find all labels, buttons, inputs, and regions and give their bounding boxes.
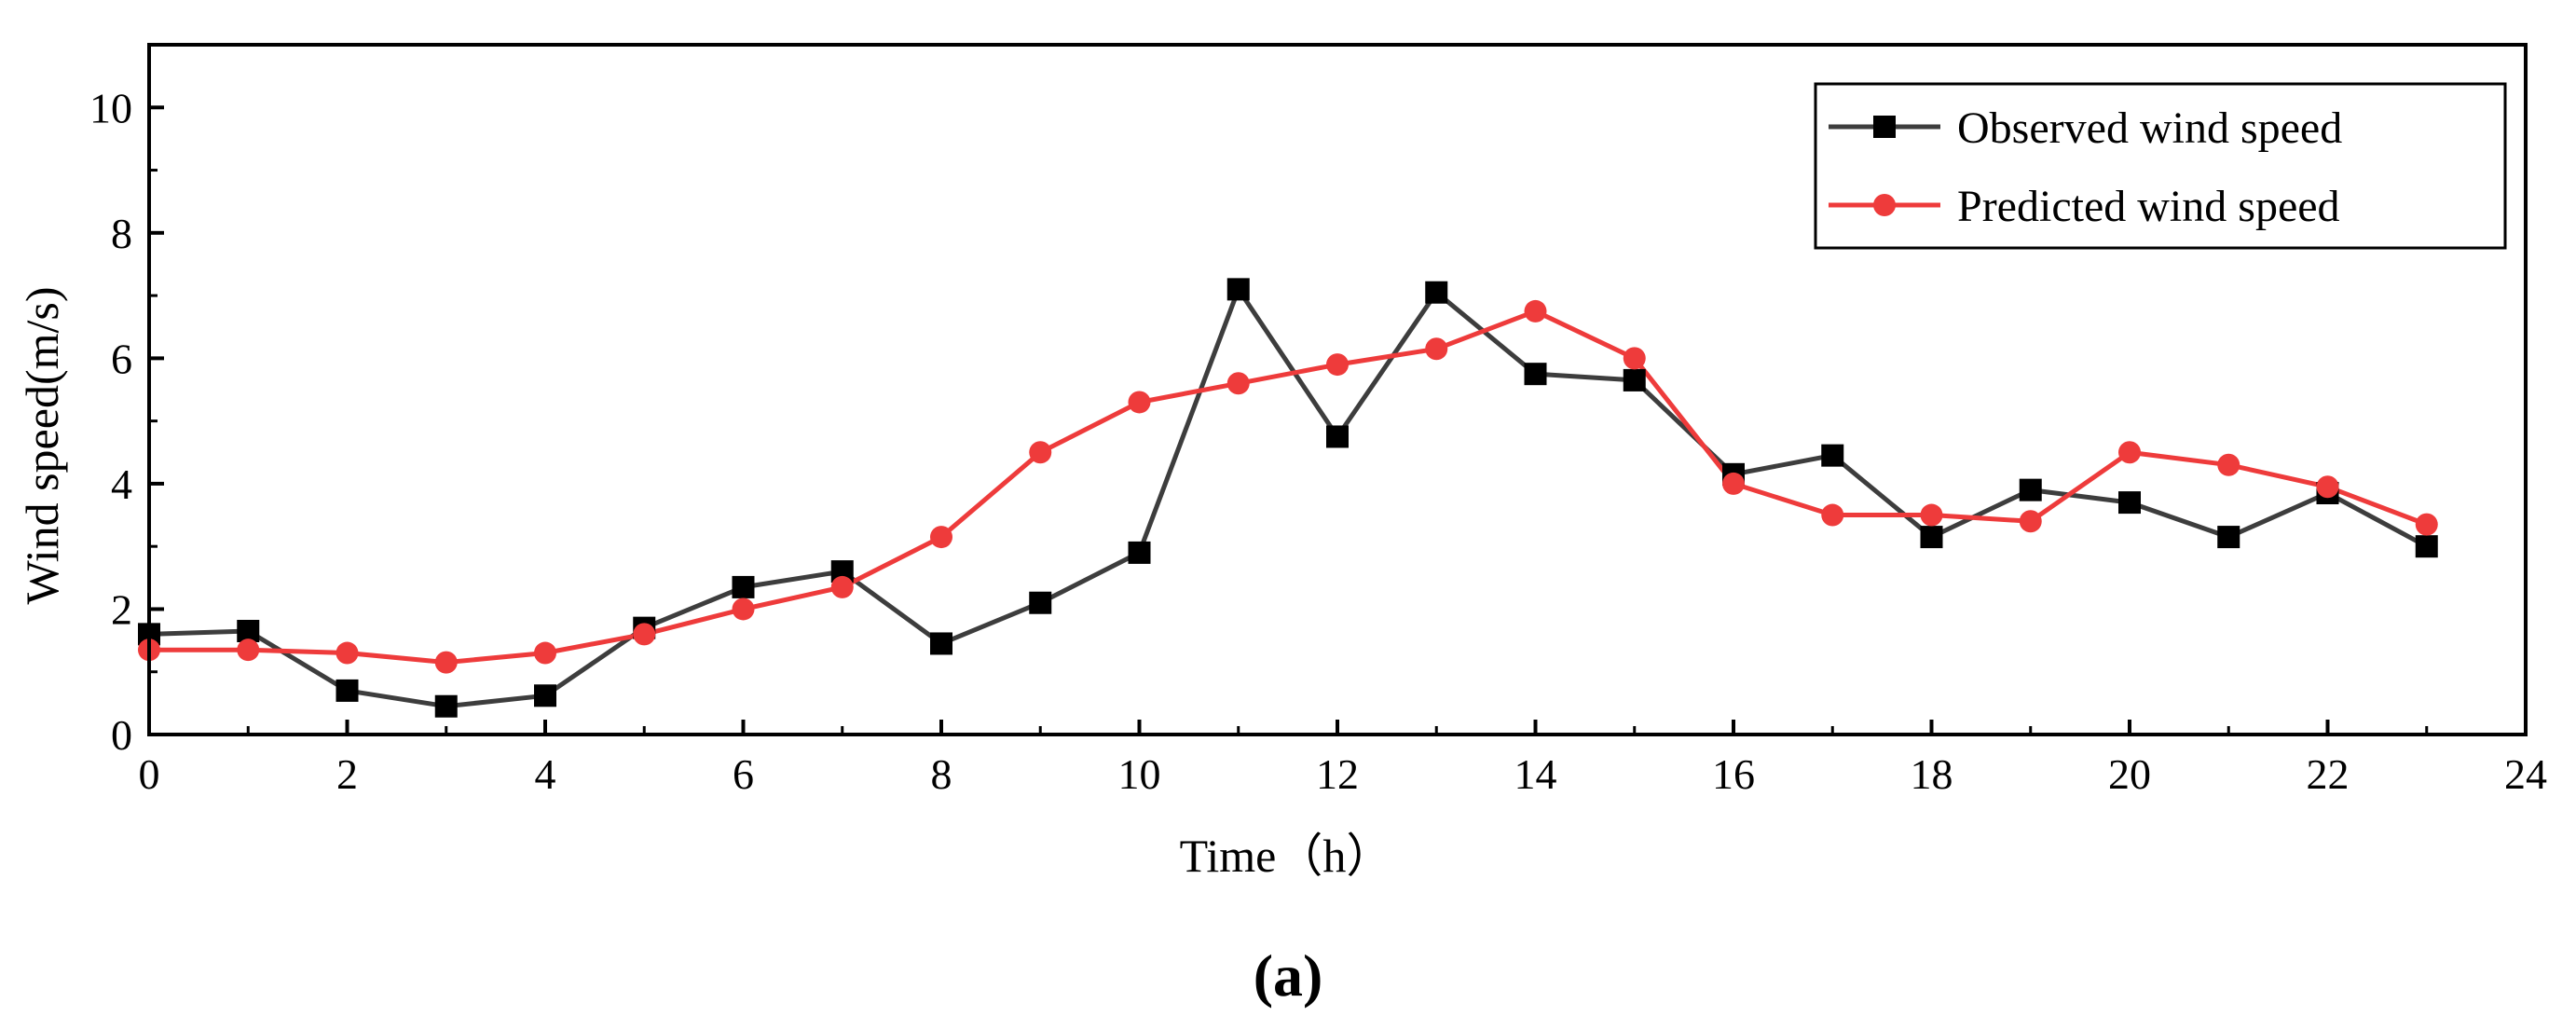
x-tick-label-6: 6 [733, 750, 754, 798]
y-tick-label-4: 4 [111, 460, 132, 508]
series-2-point-2 [336, 641, 359, 665]
series-2-point-6 [732, 597, 755, 621]
series-2-point-9 [1029, 441, 1052, 464]
y-tick-label-6: 6 [111, 335, 132, 382]
series-2-point-10 [1128, 391, 1151, 414]
series-1-point-15 [1623, 368, 1646, 391]
series-2-point-15 [1623, 347, 1646, 370]
x-tick-label-10: 10 [1118, 750, 1161, 798]
series-1-point-9 [1029, 591, 1052, 614]
series-1-point-19 [2019, 478, 2042, 501]
series-1-point-23 [2415, 535, 2438, 558]
series-2-point-8 [930, 526, 952, 549]
series-2-point-4 [534, 641, 556, 665]
series-2-point-22 [2316, 475, 2339, 499]
series-1-point-11 [1226, 278, 1250, 301]
x-tick-label-14: 14 [1514, 750, 1557, 798]
series-1-point-2 [336, 679, 359, 702]
series-1-point-3 [434, 694, 458, 718]
series-1-point-13 [1425, 281, 1448, 304]
x-tick-label-0: 0 [139, 750, 160, 798]
legend-label-2: Predicted wind speed [1957, 182, 2340, 231]
series-2-point-23 [2415, 513, 2438, 536]
series-1-point-14 [1524, 363, 1547, 386]
x-tick-label-2: 2 [336, 750, 358, 798]
series-2-point-11 [1226, 372, 1250, 395]
y-axis-label: Wind speed(m/s) [16, 287, 68, 605]
series-line-1 [148, 286, 2428, 709]
series-1-point-20 [2118, 491, 2141, 515]
legend-label-1: Observed wind speed [1957, 103, 2342, 153]
series-1-point-21 [2217, 526, 2240, 549]
legend-box [1814, 82, 2507, 250]
x-tick-label-24: 24 [2504, 750, 2547, 798]
x-tick-label-22: 22 [2307, 750, 2350, 798]
series-2-point-20 [2118, 441, 2141, 464]
y-tick-label-10: 10 [89, 84, 132, 131]
series-1-point-1 [237, 620, 260, 642]
legend: Observed wind speed Predicted wind speed [1814, 82, 2507, 250]
figure-caption: (a) [1254, 942, 1323, 1009]
x-axis-label: Time（h） [1180, 830, 1393, 882]
legend-marker-1 [1873, 116, 1896, 138]
series-2-point-13 [1425, 337, 1448, 361]
series-2-point-1 [237, 639, 260, 662]
series-1-point-6 [732, 575, 755, 598]
series-2-point-16 [1722, 472, 1745, 495]
x-tick-label-18: 18 [1911, 750, 1953, 798]
y-tick-label-2: 2 [111, 585, 132, 633]
series-2-point-14 [1524, 299, 1547, 323]
x-tick-label-12: 12 [1316, 750, 1359, 798]
series-1-point-18 [1920, 526, 1943, 549]
x-tick-label-16: 16 [1712, 750, 1755, 798]
x-tick-label-4: 4 [535, 750, 556, 798]
series-1-point-10 [1128, 541, 1151, 564]
series-2-point-21 [2217, 453, 2240, 476]
series-2-point-5 [633, 623, 656, 646]
series-2-point-3 [434, 651, 458, 674]
series-2-point-18 [1920, 503, 1943, 527]
y-tick-label-8: 8 [111, 210, 132, 257]
legend-marker-2 [1873, 194, 1896, 216]
x-tick-label-8: 8 [931, 750, 952, 798]
plot-layer [138, 278, 2438, 718]
series-1-point-4 [534, 684, 556, 707]
x-tick-label-20: 20 [2108, 750, 2151, 798]
y-tick-label-0: 0 [111, 711, 132, 759]
series-2-point-19 [2019, 510, 2042, 533]
series-2-point-12 [1326, 353, 1349, 377]
series-1-point-12 [1326, 425, 1349, 448]
series-1-point-17 [1821, 444, 1844, 467]
series-1-point-8 [930, 632, 952, 655]
series-2-point-7 [830, 575, 854, 598]
series-2-point-17 [1821, 503, 1844, 527]
series-line-2 [149, 309, 2428, 666]
